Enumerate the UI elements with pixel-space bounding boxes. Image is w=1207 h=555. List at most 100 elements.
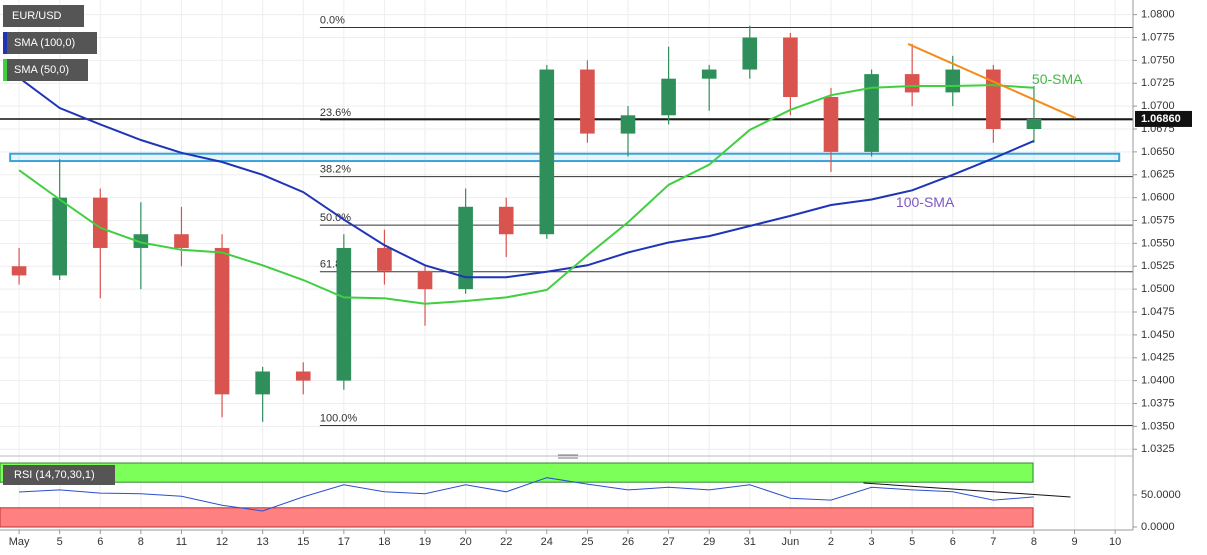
y-tick-label: 1.0575 bbox=[1141, 214, 1175, 226]
x-tick-label: 25 bbox=[581, 536, 593, 548]
candle-body bbox=[11, 266, 27, 276]
x-tick-label: 26 bbox=[622, 536, 634, 548]
candle-body bbox=[783, 37, 798, 97]
sma-line bbox=[18, 84, 1034, 305]
y-tick-label: 1.0650 bbox=[1141, 146, 1175, 158]
x-tick-label: 7 bbox=[990, 536, 996, 548]
y-tick-label: 1.0700 bbox=[1141, 100, 1175, 112]
rsi-title: RSI (14,70,30,1) bbox=[14, 469, 95, 481]
last-price-box bbox=[1135, 110, 1192, 127]
legend-box[interactable] bbox=[3, 59, 88, 81]
annotation: 50-SMA bbox=[1032, 71, 1083, 87]
candle-body bbox=[377, 247, 392, 271]
x-tick-label: 9 bbox=[1071, 536, 1077, 548]
x-tick-label: 6 bbox=[950, 536, 956, 548]
legend-box[interactable] bbox=[3, 32, 97, 54]
y-tick-label: 1.0775 bbox=[1141, 31, 1175, 43]
x-tick-label: 10 bbox=[1109, 536, 1121, 548]
y-tick-label: 1.0800 bbox=[1141, 9, 1175, 21]
rsi-oversold-band bbox=[0, 507, 1034, 528]
fib-label: 100.0% bbox=[320, 412, 358, 424]
last-price-label: 1.06860 bbox=[1141, 113, 1181, 125]
trendline bbox=[907, 43, 1077, 119]
x-tick-label: 24 bbox=[541, 536, 553, 548]
y-tick-label: 1.0350 bbox=[1141, 420, 1175, 432]
candle-body bbox=[580, 69, 595, 134]
x-tick-label: 2 bbox=[828, 536, 834, 548]
candle-body bbox=[864, 74, 879, 152]
candle-body bbox=[701, 69, 717, 79]
y-tick-label: 1.0450 bbox=[1141, 329, 1175, 341]
rsi-line bbox=[19, 477, 1034, 512]
candle-body bbox=[133, 234, 149, 248]
legend-swatch bbox=[3, 59, 7, 81]
candle-body bbox=[174, 234, 189, 248]
y-tick-label: 1.0500 bbox=[1141, 283, 1175, 295]
candle-body bbox=[214, 247, 230, 395]
y-tick-label: 1.0750 bbox=[1141, 54, 1175, 66]
rsi-trendline bbox=[863, 482, 1071, 498]
x-tick-label: Jun bbox=[782, 536, 800, 548]
x-tick-label: 19 bbox=[419, 536, 431, 548]
candle-body bbox=[498, 206, 514, 235]
candle-body bbox=[661, 78, 676, 116]
fib-label: 38.2% bbox=[320, 163, 351, 175]
y-tick-label: 1.0550 bbox=[1141, 237, 1175, 249]
y-tick-label: 1.0425 bbox=[1141, 352, 1175, 364]
y-tick-label: 1.0625 bbox=[1141, 169, 1175, 181]
candle-body bbox=[417, 270, 433, 290]
candle-body bbox=[295, 371, 311, 381]
y-tick-label: 1.0600 bbox=[1141, 192, 1175, 204]
x-tick-label: 8 bbox=[1031, 536, 1037, 548]
legend-swatch bbox=[3, 32, 7, 54]
legend-box[interactable] bbox=[3, 5, 84, 27]
x-tick-label: 6 bbox=[97, 536, 103, 548]
rsi-y-tick-label: 0.0000 bbox=[1141, 521, 1175, 533]
x-tick-label: 8 bbox=[138, 536, 144, 548]
x-tick-label: 11 bbox=[176, 536, 187, 548]
candle-body bbox=[255, 371, 270, 395]
y-tick-label: 1.0325 bbox=[1141, 443, 1175, 455]
candle-body bbox=[823, 96, 839, 152]
x-tick-label: 3 bbox=[869, 536, 875, 548]
candle-body bbox=[742, 37, 758, 70]
rsi-overbought-band bbox=[0, 462, 1034, 483]
x-tick-label: 15 bbox=[297, 536, 309, 548]
candle-body bbox=[52, 197, 67, 276]
rsi-y-tick-label: 50.0000 bbox=[1141, 489, 1181, 501]
y-tick-label: 1.0375 bbox=[1141, 397, 1175, 409]
y-tick-label: 1.0725 bbox=[1141, 77, 1175, 89]
x-tick-label: 13 bbox=[257, 536, 269, 548]
x-tick-label: 5 bbox=[57, 536, 63, 548]
candle-body bbox=[458, 206, 473, 290]
fib-label: 0.0% bbox=[320, 14, 345, 26]
y-tick-label: 1.0400 bbox=[1141, 375, 1175, 387]
x-tick-label: 12 bbox=[216, 536, 228, 548]
x-tick-label: 17 bbox=[338, 536, 350, 548]
candle-body bbox=[336, 247, 352, 381]
candle-body bbox=[620, 115, 636, 134]
candle-body bbox=[1026, 118, 1042, 130]
legend-title: EUR/USD bbox=[12, 10, 62, 22]
x-tick-label: 5 bbox=[909, 536, 915, 548]
y-tick-label: 1.0525 bbox=[1141, 260, 1175, 272]
candle-body bbox=[92, 197, 108, 248]
x-tick-label: 31 bbox=[744, 536, 756, 548]
x-tick-label: 18 bbox=[378, 536, 390, 548]
candle-body bbox=[945, 69, 961, 93]
legend-box[interactable] bbox=[3, 465, 115, 485]
candle-body bbox=[539, 69, 555, 235]
x-tick-label: 22 bbox=[500, 536, 512, 548]
fib-label: 50.0% bbox=[320, 212, 351, 224]
candle-body bbox=[904, 74, 920, 93]
x-tick-label: 20 bbox=[459, 536, 471, 548]
legend-label: SMA (50,0) bbox=[14, 64, 69, 76]
x-tick-label: May bbox=[9, 536, 30, 548]
x-tick-label: 29 bbox=[703, 536, 715, 548]
support-zone bbox=[9, 152, 1121, 163]
fib-label: 23.6% bbox=[320, 107, 351, 119]
legend-label: SMA (100,0) bbox=[14, 37, 75, 49]
sma-line bbox=[18, 76, 1035, 279]
